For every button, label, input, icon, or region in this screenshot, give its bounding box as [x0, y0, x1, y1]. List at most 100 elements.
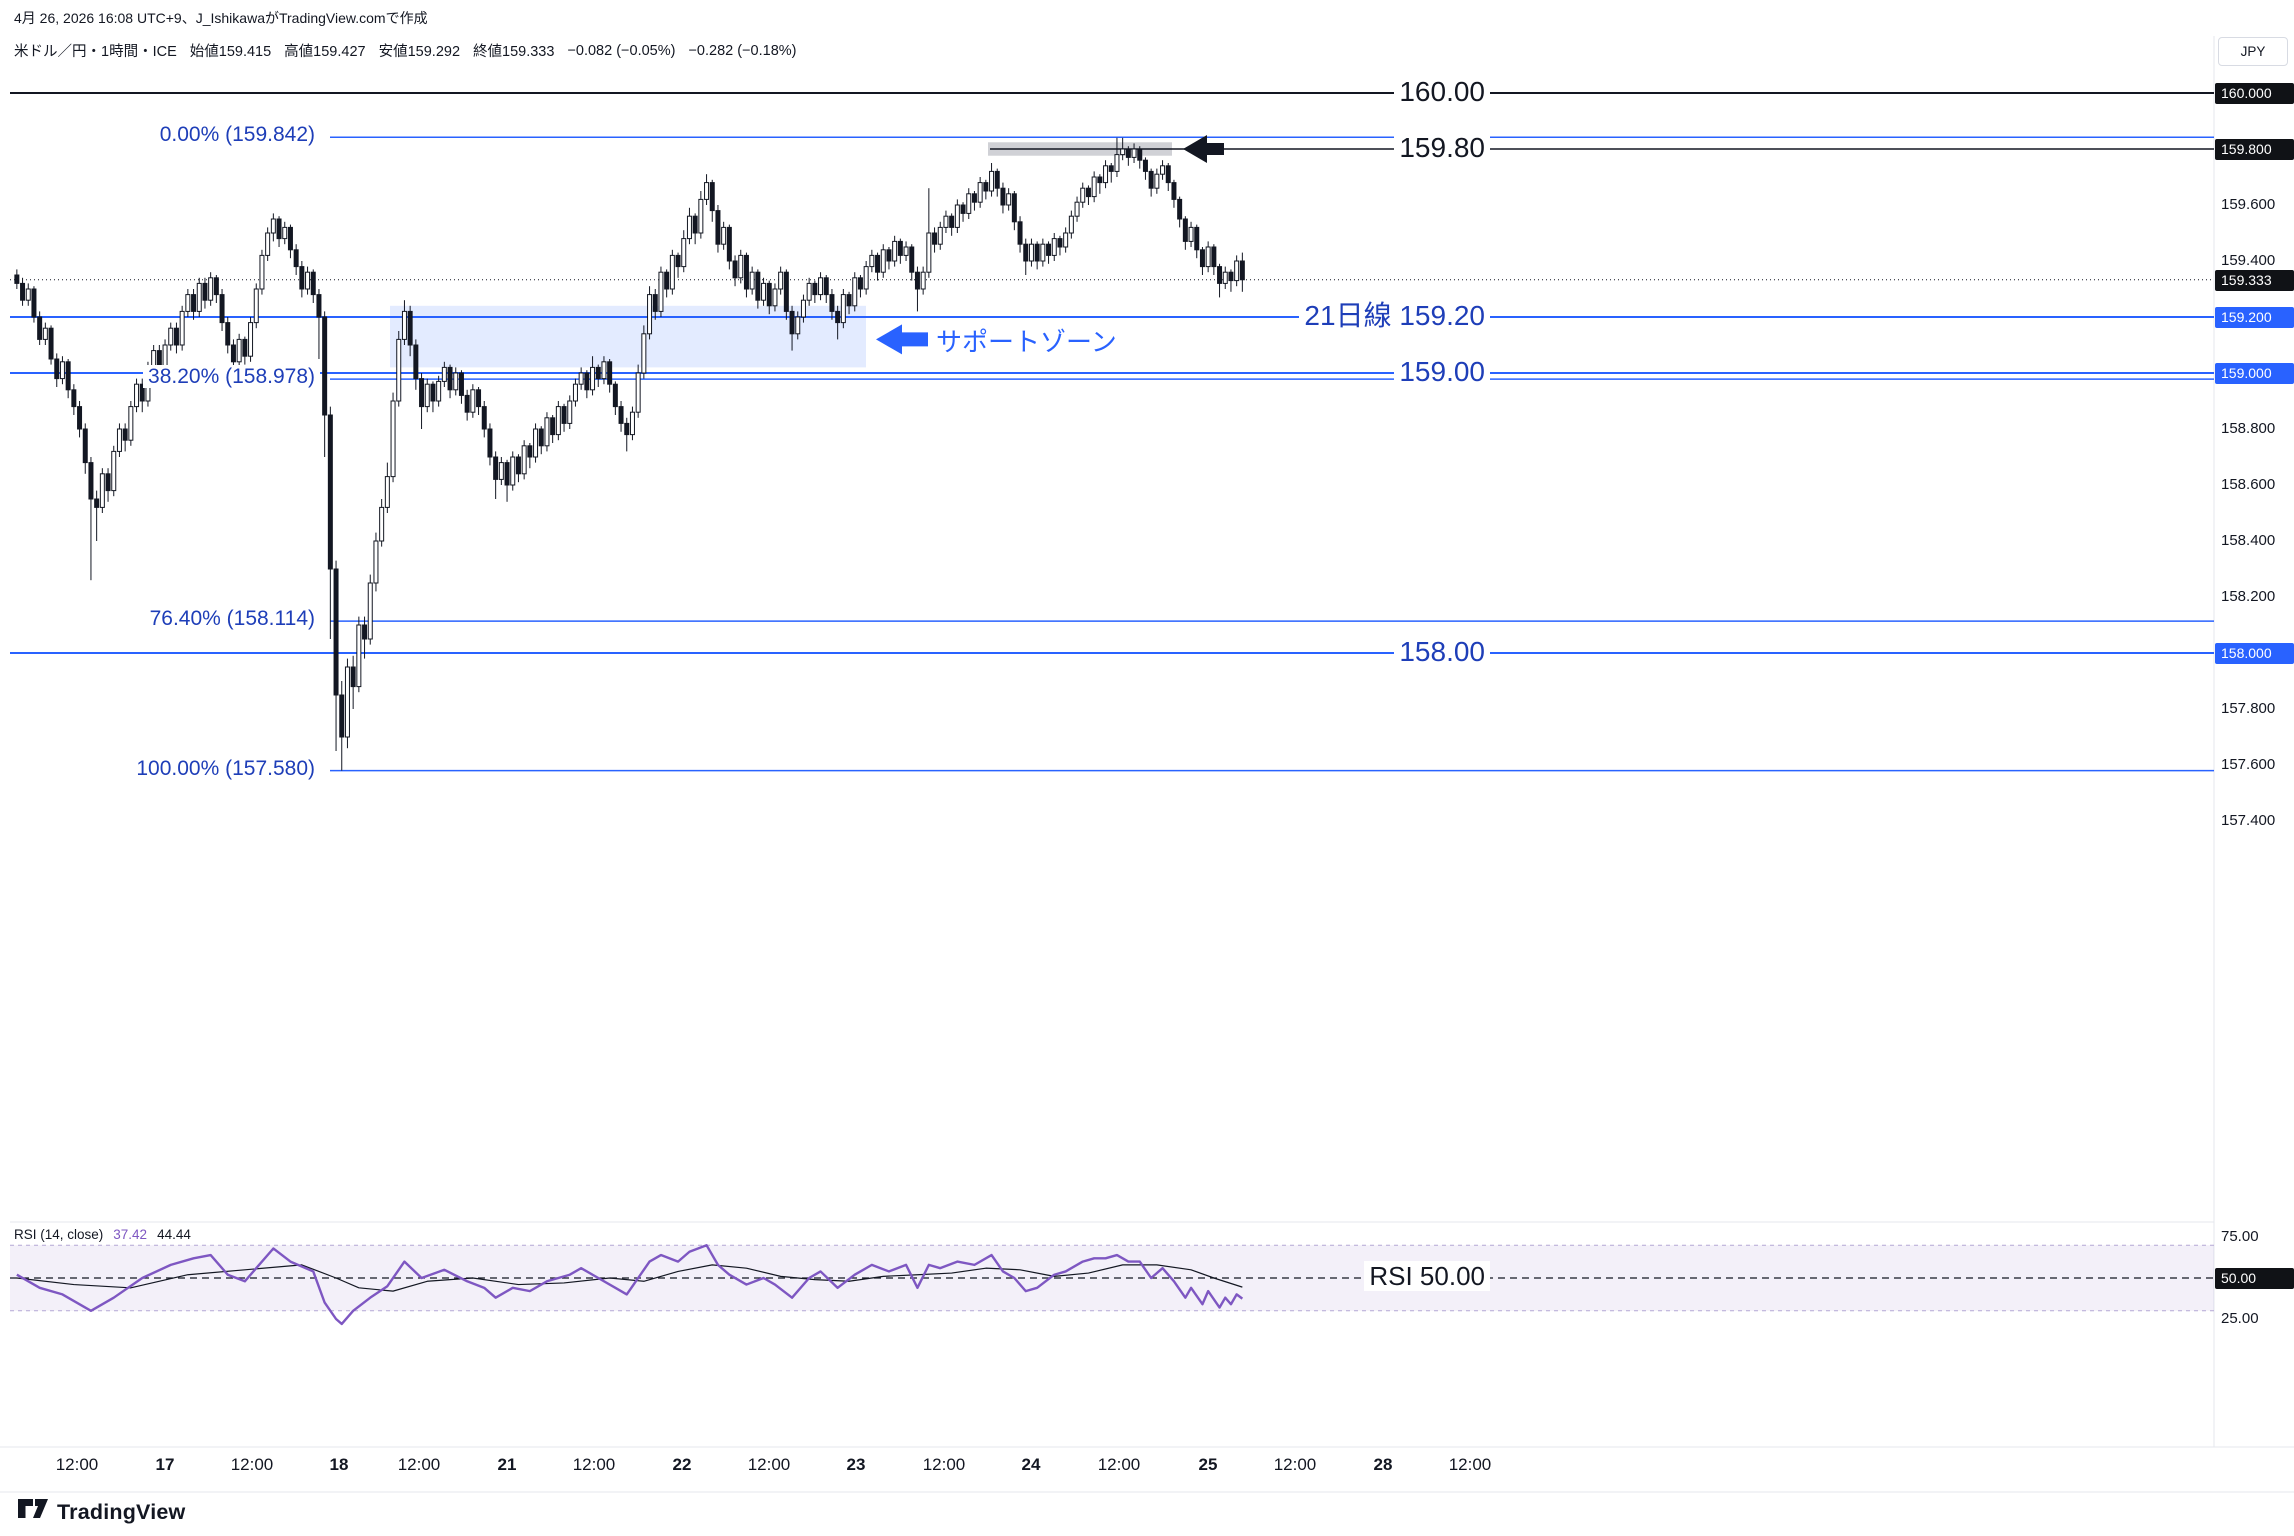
candle-body	[761, 282, 767, 301]
open-label: 始値	[189, 44, 219, 60]
candle-body	[20, 282, 26, 301]
blue-arrow[interactable]	[876, 324, 928, 355]
price-axis-badge-159.200: 159.200	[2215, 307, 2294, 328]
candle-body	[299, 266, 305, 290]
price-axis-label-158.800: 158.800	[2221, 420, 2276, 437]
candle-body	[185, 294, 191, 312]
candle-body	[618, 406, 624, 424]
open-value: 159.415	[218, 44, 272, 60]
time-axis-label-24: 24	[1021, 1455, 1041, 1474]
time-axis-label-12:00: 12:00	[1097, 1455, 1141, 1474]
time-axis-label-12:00: 12:00	[397, 1455, 441, 1474]
candle-body	[1068, 215, 1074, 234]
candle-body	[1148, 170, 1154, 189]
high-label: 高値	[284, 44, 314, 60]
candle-body	[447, 366, 453, 391]
candle-body	[835, 310, 841, 324]
fib-label-0.00%[interactable]: 0.00% (159.842)	[0, 123, 320, 148]
candle-body	[578, 372, 584, 385]
price-axis-label-157.600: 157.600	[2221, 756, 2276, 773]
time-axis-label-25: 25	[1198, 1455, 1218, 1474]
symbol-legend[interactable]: 米ドル／円・1時間・ICE 始値159.415 高値159.427 安値159.…	[14, 40, 797, 61]
candle-body	[453, 372, 459, 391]
candle-body	[590, 366, 596, 391]
candle-body	[476, 389, 482, 408]
candle-body	[977, 182, 983, 203]
fib-label-76.40%[interactable]: 76.40% (158.114)	[0, 607, 320, 632]
candle-body	[253, 288, 259, 324]
candle-body	[629, 411, 635, 436]
candle-body	[567, 400, 573, 424]
candle-body	[1034, 243, 1040, 262]
candle-body	[698, 198, 704, 234]
candle-body	[134, 383, 140, 408]
time-axis-label-21: 21	[497, 1455, 517, 1474]
rsi-mid-label[interactable]: RSI 50.00	[1010, 1261, 1490, 1292]
candle-body	[544, 417, 550, 447]
candle-body	[686, 215, 692, 240]
candle-body	[1103, 165, 1109, 184]
candle-body	[464, 394, 470, 413]
candle-body	[1057, 238, 1063, 248]
price-line-label-159[interactable]: 159.00	[1010, 355, 1490, 388]
price-line-label-158[interactable]: 158.00	[1010, 635, 1490, 668]
brand-text[interactable]: TradingView	[57, 1499, 186, 1524]
fib-label-38.20%[interactable]: 38.20% (158.978)	[0, 365, 320, 390]
time-axis-label-12:00: 12:00	[922, 1455, 966, 1474]
price-axis-label-158.600: 158.600	[2221, 476, 2276, 493]
fib-label-100.00%[interactable]: 100.00% (157.580)	[0, 756, 320, 782]
price-axis-badge-159.333: 159.333	[2215, 269, 2294, 291]
candle-body	[168, 327, 174, 346]
symbol-title[interactable]: 米ドル／円・1時間・ICE	[14, 44, 177, 60]
candle-body	[675, 254, 681, 268]
candle-body	[704, 182, 710, 200]
rsi-ma-value: 44.44	[157, 1227, 191, 1242]
price-line-label-159.8[interactable]: 159.80	[1010, 131, 1490, 164]
candle-body	[869, 254, 875, 268]
candle-body	[111, 450, 117, 492]
candle-body	[726, 226, 732, 262]
rsi-axis-label-75.00: 75.00	[2221, 1228, 2259, 1245]
rsi-legend[interactable]: RSI (14, close) 37.42 44.44	[14, 1227, 191, 1242]
candle-body	[1080, 187, 1086, 203]
footer: TradingView	[18, 1499, 185, 1525]
black-arrow[interactable]	[1183, 135, 1224, 163]
candle-body	[601, 361, 607, 380]
price-axis-label-158.400: 158.400	[2221, 532, 2276, 549]
rsi-line	[16, 1243, 1244, 1326]
candle-body	[71, 389, 77, 408]
candle-body	[538, 428, 544, 447]
candle-body	[971, 193, 977, 203]
candle-body	[624, 422, 630, 436]
candle-body	[1006, 193, 1012, 206]
candle-body	[458, 372, 464, 396]
candle-body	[1228, 271, 1234, 282]
price-line-label-159.2[interactable]: 21日線 159.20	[1010, 299, 1490, 332]
candle-body	[766, 282, 772, 307]
candle-body	[989, 170, 995, 192]
candle-body	[350, 666, 356, 688]
candle-body	[709, 182, 715, 212]
candle-body	[407, 310, 413, 346]
candle-body	[208, 277, 214, 301]
candle-body	[430, 383, 436, 402]
candle-body	[1217, 266, 1223, 284]
candle-body	[1211, 246, 1217, 268]
candle-body	[219, 294, 225, 324]
rsi-axis-label-25.00: 25.00	[2221, 1310, 2259, 1327]
support-zone-label[interactable]: サポートゾーン	[936, 327, 1117, 358]
candle-body	[390, 400, 396, 478]
currency-toggle-button[interactable]: JPY	[2218, 37, 2288, 66]
price-line-label-160[interactable]: 160.00	[1010, 75, 1490, 108]
time-axis-label-12:00: 12:00	[1273, 1455, 1317, 1474]
candle-body	[1234, 260, 1240, 282]
tradingview-logo[interactable]	[18, 1499, 48, 1525]
candle-body	[287, 226, 293, 251]
candle-body	[1199, 249, 1205, 268]
price-axis-badge-159.000: 159.000	[2215, 363, 2294, 384]
candle-body	[880, 249, 886, 273]
candle-body	[202, 282, 208, 301]
candle-body	[994, 170, 1000, 189]
candle-body	[721, 226, 727, 245]
